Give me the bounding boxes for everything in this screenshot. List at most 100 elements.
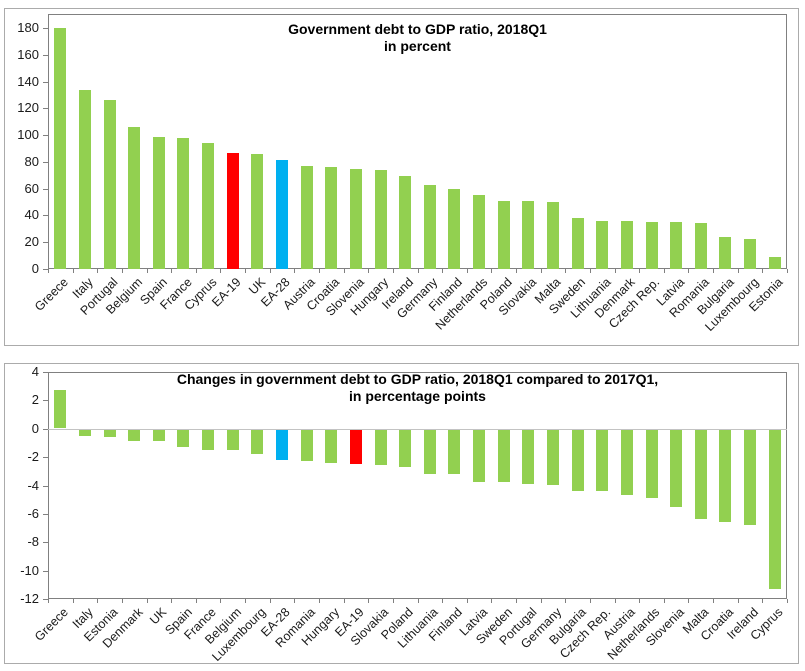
x-tick-mark — [368, 599, 369, 603]
y-tick-mark — [43, 400, 48, 401]
y-tick-label: -12 — [20, 591, 39, 606]
bar-slovakia — [522, 201, 534, 269]
x-tick-mark — [220, 269, 221, 273]
x-tick-mark — [590, 599, 591, 603]
x-tick-mark — [491, 599, 492, 603]
plot-area-frame — [48, 14, 787, 269]
bar-germany — [547, 430, 559, 485]
chart-title-line2: in percent — [384, 38, 451, 54]
x-category-label: Greece — [32, 605, 72, 644]
bar-denmark — [128, 430, 140, 441]
debt-level-chart-panel: Government debt to GDP ratio, 2018Q1 in … — [4, 8, 799, 346]
y-tick-label: 0 — [31, 261, 39, 276]
bar-luxembourg — [251, 430, 263, 454]
x-tick-mark — [762, 599, 763, 603]
y-tick-label: 160 — [17, 47, 39, 62]
bar-czech-rep- — [596, 430, 608, 491]
bar-italy — [79, 430, 91, 436]
x-tick-mark — [368, 269, 369, 273]
bar-hungary — [375, 170, 387, 269]
bar-czech-rep- — [646, 222, 658, 269]
x-tick-mark — [48, 269, 49, 273]
x-tick-mark — [713, 599, 714, 603]
bar-latvia — [670, 222, 682, 269]
bar-cyprus — [769, 430, 781, 589]
bar-netherlands — [646, 430, 658, 498]
bar-france — [202, 430, 214, 450]
y-tick-mark — [43, 372, 48, 373]
bar-ea-28 — [276, 430, 288, 460]
bar-lithuania — [596, 221, 608, 269]
bar-ireland — [399, 176, 411, 269]
x-tick-mark — [393, 599, 394, 603]
bar-sweden — [572, 218, 584, 269]
bar-portugal — [522, 430, 534, 484]
bar-estonia — [104, 430, 116, 437]
bar-malta — [547, 202, 559, 269]
debt-change-chart-panel: Changes in government debt to GDP ratio,… — [4, 363, 799, 664]
bar-portugal — [104, 100, 116, 269]
bar-uk — [153, 430, 165, 441]
x-tick-mark — [516, 269, 517, 273]
x-tick-mark — [245, 269, 246, 273]
bar-france — [177, 138, 189, 269]
x-tick-mark — [73, 269, 74, 273]
y-tick-label: 0 — [31, 421, 39, 436]
x-tick-mark — [196, 599, 197, 603]
y-tick-mark — [43, 571, 48, 572]
y-tick-mark — [43, 108, 48, 109]
y-tick-mark — [43, 55, 48, 56]
x-tick-mark — [442, 599, 443, 603]
y-tick-label: 140 — [17, 74, 39, 89]
x-tick-mark — [590, 269, 591, 273]
x-tick-mark — [738, 599, 739, 603]
bar-sweden — [498, 430, 510, 482]
x-tick-mark — [688, 599, 689, 603]
bar-belgium — [227, 430, 239, 450]
x-tick-mark — [787, 269, 788, 273]
x-tick-mark — [294, 599, 295, 603]
x-tick-mark — [541, 599, 542, 603]
y-tick-label: -4 — [27, 478, 39, 493]
x-tick-mark — [787, 599, 788, 603]
x-tick-mark — [541, 269, 542, 273]
x-tick-mark — [245, 599, 246, 603]
x-tick-mark — [122, 269, 123, 273]
x-tick-mark — [664, 599, 665, 603]
y-tick-mark — [43, 429, 48, 430]
chart-title-line2: in percentage points — [349, 388, 486, 404]
bar-ireland — [744, 430, 756, 525]
y-tick-label: -8 — [27, 534, 39, 549]
y-tick-label: 20 — [24, 234, 39, 249]
y-tick-mark — [43, 28, 48, 29]
bar-italy — [79, 90, 91, 269]
bar-luxembourg — [744, 239, 756, 269]
bar-greece — [54, 28, 66, 269]
x-tick-mark — [97, 269, 98, 273]
bar-spain — [177, 430, 189, 447]
bar-hungary — [325, 430, 337, 463]
y-tick-mark — [43, 135, 48, 136]
x-tick-mark — [171, 599, 172, 603]
x-tick-mark — [664, 269, 665, 273]
bar-malta — [695, 430, 707, 519]
bar-austria — [621, 430, 633, 495]
y-tick-mark — [43, 599, 48, 600]
x-tick-mark — [319, 269, 320, 273]
x-tick-mark — [393, 269, 394, 273]
debt-change-chart-title: Changes in government debt to GDP ratio,… — [48, 371, 787, 405]
bar-denmark — [621, 221, 633, 269]
y-tick-label: -2 — [27, 449, 39, 464]
x-tick-mark — [418, 269, 419, 273]
bar-romania — [301, 430, 313, 461]
x-tick-mark — [639, 599, 640, 603]
x-tick-mark — [762, 269, 763, 273]
bar-slovenia — [670, 430, 682, 507]
bar-bulgaria — [572, 430, 584, 491]
x-tick-mark — [516, 599, 517, 603]
bar-poland — [399, 430, 411, 467]
x-tick-mark — [442, 269, 443, 273]
bar-latvia — [473, 430, 485, 482]
bar-ea-19 — [350, 430, 362, 464]
